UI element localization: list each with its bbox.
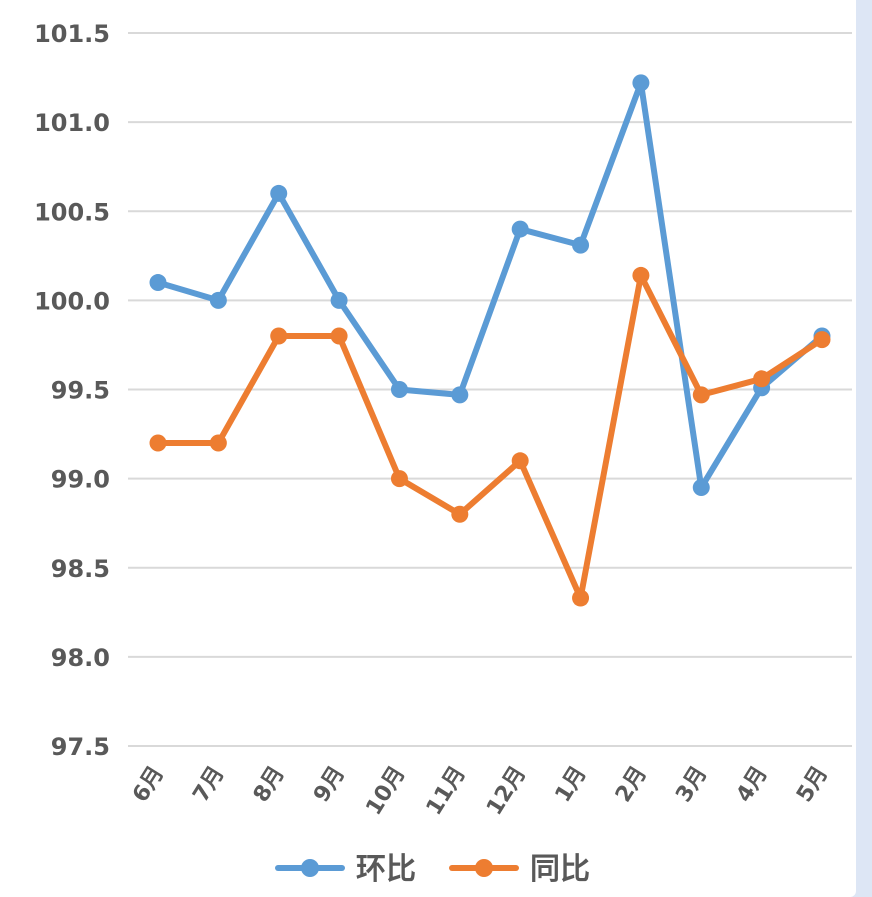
data-point: [209, 434, 227, 452]
data-point: [572, 236, 590, 254]
data-point: [390, 381, 408, 398]
x-tick-label: 12月: [482, 762, 531, 820]
x-axis-ticks: 6月 7月 8月 9月 10月 11月 12月 1月 2月 3月 4月 5月: [128, 762, 833, 820]
data-point: [632, 74, 650, 92]
data-point: [390, 470, 408, 488]
data-point: [451, 505, 469, 523]
y-tick-label: 99.0: [51, 466, 110, 494]
legend-label: 同比: [530, 852, 590, 887]
data-point: [692, 386, 710, 404]
y-tick-label: 100.0: [34, 287, 110, 315]
data-point: [270, 184, 288, 202]
y-tick-label: 98.0: [51, 644, 110, 672]
y-tick-label: 99.5: [51, 377, 110, 405]
data-point: [692, 479, 710, 497]
y-tick-label: 97.5: [51, 733, 110, 761]
data-point: [753, 370, 771, 388]
series-lines: [149, 74, 831, 607]
legend-swatch-marker: [301, 859, 319, 877]
legend-label: 环比: [356, 852, 416, 887]
data-point: [572, 589, 590, 607]
data-point: [632, 266, 650, 284]
y-axis-ticks: 97.5 98.0 98.5 99.0 99.5 100.0 100.5 101.0 101.5: [34, 20, 110, 761]
x-tick-label: 7月: [188, 762, 229, 807]
x-tick-label: 4月: [732, 762, 773, 807]
series-1: [149, 266, 831, 607]
data-point: [511, 220, 529, 238]
legend: 环比 同比: [275, 852, 590, 887]
data-point: [149, 274, 167, 292]
data-point: [813, 331, 831, 349]
x-tick-label: 2月: [611, 762, 652, 807]
data-point: [511, 452, 529, 470]
data-point: [451, 386, 469, 404]
y-tick-label: 100.5: [34, 198, 110, 226]
data-point: [209, 291, 227, 309]
legend-swatch-marker: [475, 859, 493, 877]
series-0: [149, 74, 831, 497]
x-tick-label: 3月: [671, 762, 712, 807]
data-point: [330, 291, 348, 309]
x-tick-label: 1月: [551, 762, 592, 807]
x-tick-label: 6月: [128, 762, 169, 807]
data-point: [330, 327, 348, 345]
x-tick-label: 9月: [309, 762, 350, 807]
y-tick-label: 101.0: [34, 109, 110, 137]
gridlines: [128, 32, 852, 747]
x-tick-label: 10月: [361, 762, 410, 820]
x-tick-label: 5月: [792, 762, 833, 807]
series-line-1: [155, 272, 825, 602]
legend-item-0: 环比: [275, 852, 416, 887]
y-tick-label: 98.5: [51, 555, 110, 583]
data-point: [149, 434, 167, 452]
data-point: [270, 327, 288, 345]
legend-item-1: 同比: [449, 852, 590, 887]
series-line-0: [155, 79, 825, 491]
x-tick-label: 8月: [249, 762, 290, 807]
y-tick-label: 101.5: [34, 20, 110, 48]
x-tick-label: 11月: [422, 762, 471, 820]
